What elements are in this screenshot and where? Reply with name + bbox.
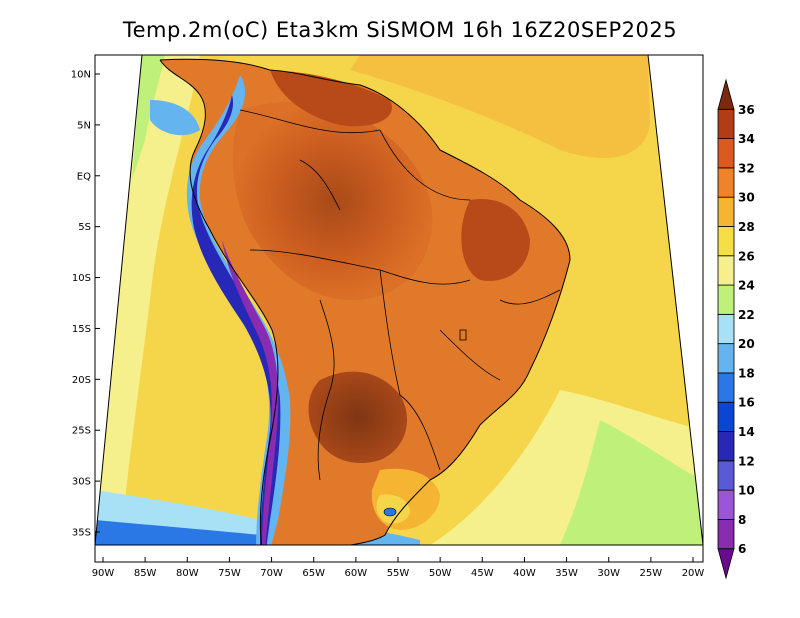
colorbar-segment [717, 431, 735, 462]
colorbar-label: 16 [738, 396, 755, 410]
southern-ocean-blue [95, 520, 260, 545]
y-tick-label: 5N [77, 120, 91, 131]
pacific-north-green [132, 55, 165, 180]
y-tick-label: 15S [72, 324, 91, 335]
colorbar-label: 30 [738, 191, 755, 205]
y-tick-label: 10S [72, 273, 91, 284]
y-tick-label: 20S [72, 375, 91, 386]
map-field [95, 55, 703, 545]
colorbar-segment [717, 313, 735, 345]
y-tick-label: 35S [72, 528, 91, 539]
x-tick-label: 60W [345, 568, 368, 579]
galapagos-island [102, 182, 106, 186]
colorbar-label: 36 [738, 103, 755, 117]
andes-cold-outer [186, 75, 291, 545]
colorbar-segment [717, 255, 735, 286]
country-borders [239, 109, 561, 481]
colorbar: 6 8 10 12 14 16 18 20 22 24 26 28 30 32 34 36 [717, 78, 755, 580]
colorbar-segment [717, 548, 735, 580]
amazon-hot-core [232, 101, 433, 300]
colorbar-segment [717, 108, 735, 139]
colorbar-segment [717, 78, 735, 110]
colorbar-label: 12 [738, 454, 755, 468]
y-tick-label: 5S [78, 222, 91, 233]
x-tick-label: 50W [429, 568, 452, 579]
colorbar-label: 22 [738, 308, 755, 322]
x-tick-label: 40W [513, 568, 536, 579]
colorbar-segment [717, 460, 735, 491]
pacific-cool-band [95, 55, 200, 545]
andes-coldest [222, 240, 279, 545]
north-coast-hot-core [270, 70, 392, 127]
x-tick-label: 20W [682, 568, 705, 579]
y-tick-label: EQ [77, 171, 91, 182]
colorbar-label: 32 [738, 161, 755, 175]
x-tick-label: 25W [640, 568, 663, 579]
colorbar-label: 26 [738, 249, 755, 263]
south-atlantic-cooler-zone [560, 420, 703, 545]
colorbar-label: 10 [738, 484, 755, 498]
x-tick-label: 90W [92, 568, 115, 579]
colorbar-label: 34 [738, 132, 755, 146]
colorbar-segment [717, 284, 735, 315]
x-tick-label: 65W [302, 568, 325, 579]
galapagos-island [98, 179, 102, 183]
colorbar-segment [717, 401, 735, 432]
colorbar-label: 14 [738, 425, 755, 439]
andes-cold-core [191, 95, 281, 545]
y-tick-label: 25S [72, 426, 91, 437]
x-axis: 90W 85W 80W 75W 70W 65W 60W 55W 50W 45W 40W 35W 30W 2… [92, 557, 705, 579]
y-tick-label: 30S [72, 477, 91, 488]
x-tick-label: 30W [597, 568, 620, 579]
x-tick-label: 35W [555, 568, 578, 579]
lagoon [383, 507, 397, 517]
north-atlantic-warm-zone [350, 55, 650, 159]
colorbar-segment [717, 343, 735, 374]
colorbar-label: 18 [738, 366, 755, 380]
northeast-hot-core [461, 199, 530, 281]
x-tick-label: 85W [134, 568, 157, 579]
colorbar-label: 24 [738, 279, 755, 293]
colorbar-segment [717, 196, 735, 227]
colorbar-segment [717, 226, 735, 257]
x-tick-label: 70W [260, 568, 283, 579]
coastline [159, 58, 571, 545]
galapagos-island [107, 185, 109, 187]
plot-frame [94, 54, 704, 563]
colorbar-segment [717, 138, 735, 169]
colorbar-segment [717, 519, 735, 550]
colorbar-segment [717, 167, 735, 198]
pacific-cold-spot [150, 100, 200, 136]
chaco-hot-core [308, 371, 408, 464]
colorbar-label: 20 [738, 337, 755, 351]
x-tick-label: 45W [471, 568, 494, 579]
colorbar-label: 8 [738, 513, 746, 527]
colorbar-segment [717, 372, 735, 403]
x-tick-label: 80W [176, 568, 199, 579]
map-title: Temp.2m(oC) Eta3km SiSMOM 16h 16Z20SEP20… [122, 18, 678, 42]
colorbar-label: 28 [738, 220, 755, 234]
x-tick-label: 75W [218, 568, 241, 579]
colorbar-label: 6 [738, 542, 746, 556]
x-tick-label: 55W [387, 568, 410, 579]
colorbar-segment [717, 489, 735, 520]
y-axis: 10N 5N EQ 5S 10S 15S 20S 25S 30S 35S [71, 70, 100, 539]
y-tick-label: 10N [71, 70, 91, 81]
